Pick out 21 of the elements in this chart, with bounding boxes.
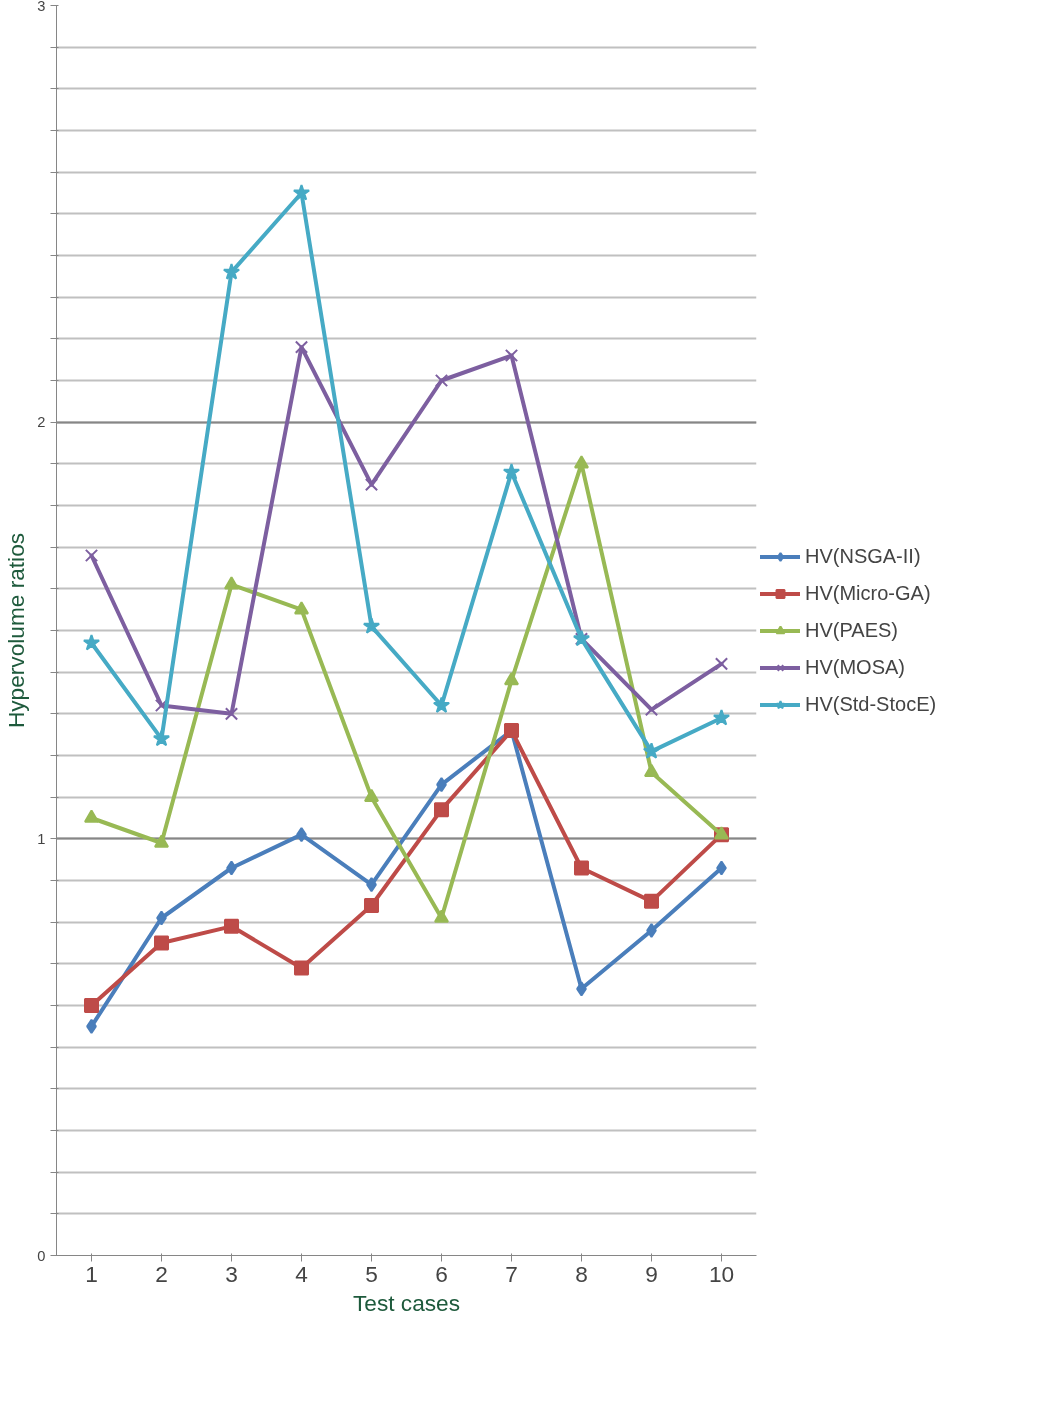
x-tick-label: 2 bbox=[155, 1260, 168, 1287]
x-tick-label: 3 bbox=[225, 1260, 238, 1287]
legend-label: HV(Micro-GA) bbox=[805, 581, 931, 605]
y-tick-label: 2 bbox=[37, 414, 46, 431]
x-tick-label: 7 bbox=[505, 1260, 518, 1287]
x-axis-title: Test cases bbox=[352, 1289, 461, 1316]
x-tick-label: 4 bbox=[295, 1260, 308, 1287]
legend-label: HV(NSGA-II) bbox=[805, 544, 921, 568]
legend-label: HV(MOSA) bbox=[805, 655, 905, 679]
x-tick-label: 5 bbox=[365, 1260, 378, 1287]
x-tick-label: 1 bbox=[85, 1260, 98, 1287]
legend-label: HV(Std-StocE) bbox=[805, 692, 937, 716]
x-tick-label: 6 bbox=[435, 1260, 448, 1287]
y-axis-title: Hypervolume ratios bbox=[3, 532, 30, 729]
legend-label: HV(PAES) bbox=[805, 618, 898, 642]
y-tick-label: 1 bbox=[37, 830, 46, 847]
y-tick-label: 3 bbox=[37, 0, 46, 14]
y-tick-label: 0 bbox=[37, 1247, 46, 1264]
x-tick-label: 9 bbox=[645, 1260, 658, 1287]
x-tick-label: 8 bbox=[575, 1260, 588, 1287]
x-tick-label: 10 bbox=[708, 1260, 735, 1287]
